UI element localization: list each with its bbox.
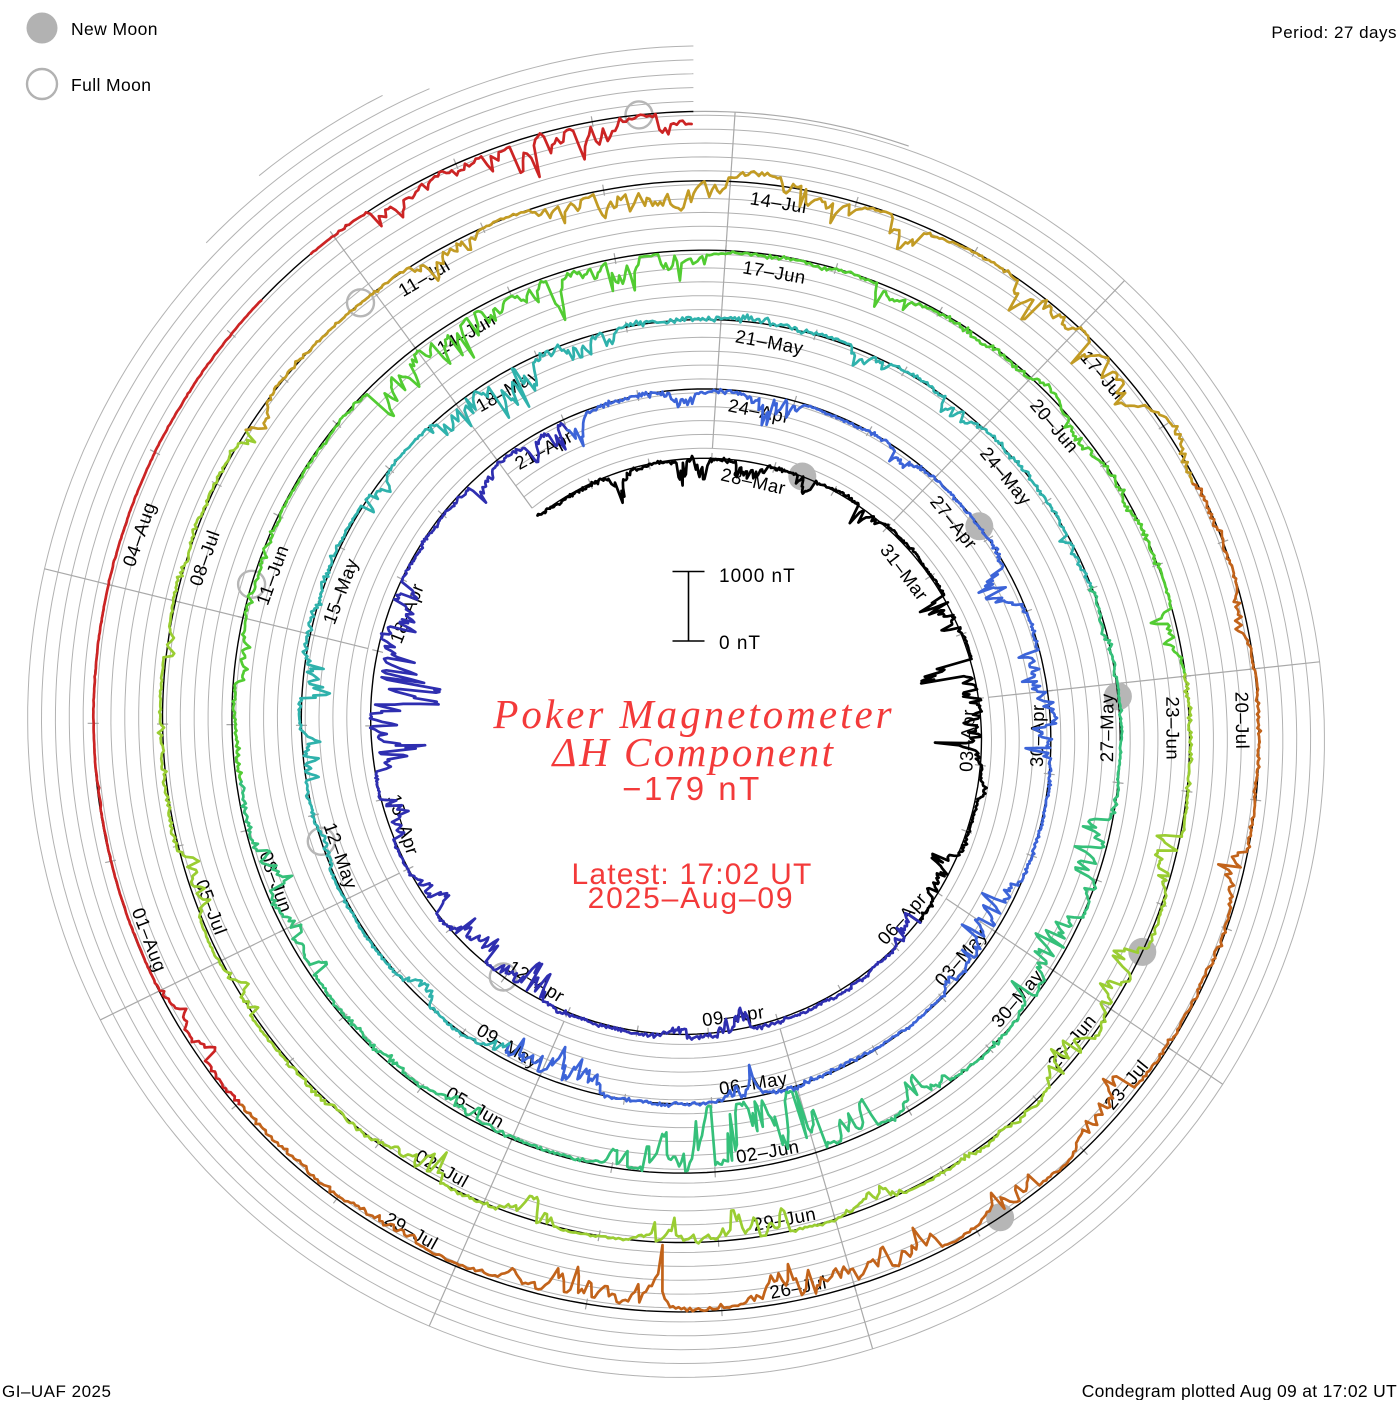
svg-text:New Moon: New Moon <box>71 19 158 39</box>
svg-text:Latest: 17:02 UT: Latest: 17:02 UT <box>572 858 813 891</box>
svg-text:Poker Magnetometer: Poker Magnetometer <box>492 691 894 737</box>
svg-text:27–May: 27–May <box>1096 693 1117 762</box>
svg-text:GI–UAF 2025: GI–UAF 2025 <box>2 1382 111 1400</box>
svg-text:20–Jul: 20–Jul <box>1231 692 1253 750</box>
svg-text:ΔH Component: ΔH Component <box>551 729 836 775</box>
svg-text:0 nT: 0 nT <box>719 633 761 654</box>
svg-text:Period: 27 days: Period: 27 days <box>1271 23 1397 42</box>
svg-text:−179 nT: −179 nT <box>622 770 762 807</box>
svg-text:2025–Aug–09: 2025–Aug–09 <box>588 882 795 915</box>
svg-text:23–Jun: 23–Jun <box>1162 696 1183 760</box>
svg-text:1000 nT: 1000 nT <box>719 566 796 587</box>
svg-text:Full Moon: Full Moon <box>71 75 151 95</box>
svg-text:Condegram plotted Aug 09 at 17: Condegram plotted Aug 09 at 17:02 UT <box>1082 1381 1397 1400</box>
